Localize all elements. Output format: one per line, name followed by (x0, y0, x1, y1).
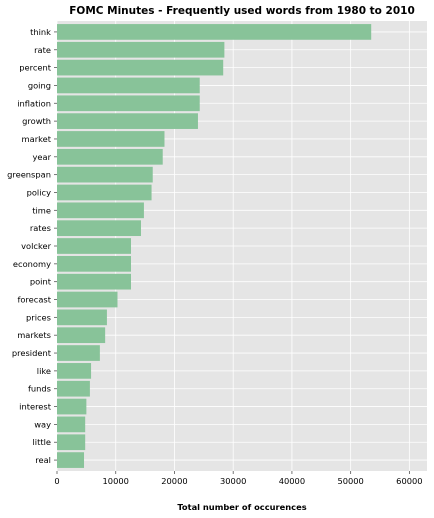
x-tick-label: 50000 (337, 476, 363, 486)
y-tick-label-going: going (28, 80, 51, 90)
bar-little (57, 434, 86, 451)
bar-president (57, 345, 100, 361)
x-axis-label: Total number of occurences (177, 502, 306, 512)
bar-real (57, 452, 85, 468)
y-tick-label-greenspan: greenspan (7, 170, 51, 180)
y-tick-label-volcker: volcker (21, 241, 51, 251)
bar-funds (57, 380, 90, 397)
x-tick-labels: 0 10000 20000 30000 40000 50000 60000 (54, 471, 423, 486)
x-tick-label: 10000 (103, 476, 129, 486)
y-tick-label-markets: markets (17, 330, 51, 340)
bar-point (57, 273, 131, 290)
y-tick-label-market: market (22, 134, 52, 144)
y-tick-label-way: way (34, 419, 51, 429)
y-tick-label-rate: rate (34, 45, 51, 55)
y-tick-label-real: real (35, 455, 51, 465)
y-tick-label-point: point (30, 277, 52, 287)
y-tick-label-rates: rates (30, 223, 51, 233)
y-tick-label-think: think (30, 27, 51, 37)
chart-title: FOMC Minutes - Frequently used words fro… (69, 5, 415, 17)
bar-rate (57, 41, 225, 58)
y-tick-label-forecast: forecast (17, 295, 51, 305)
y-tick-label-inflation: inflation (17, 98, 51, 108)
y-tick-labels: think rate percent going inflation growth mark… (7, 27, 57, 465)
y-tick-label-president: president (12, 348, 52, 358)
x-tick-label: 30000 (220, 476, 246, 486)
bar-rates (57, 220, 141, 237)
bar-prices (57, 309, 107, 326)
y-tick-label-economy: economy (13, 259, 51, 269)
bar-going (57, 77, 200, 94)
bar-way (57, 416, 86, 433)
bar-interest (57, 398, 87, 415)
bar-markets (57, 327, 106, 344)
bar-greenspan (57, 166, 153, 183)
bar-economy (57, 255, 131, 272)
bar-growth (57, 113, 198, 129)
x-tick-label: 40000 (279, 476, 305, 486)
y-tick-label-little: little (32, 437, 51, 447)
x-tick-label: 60000 (396, 476, 422, 486)
y-tick-label-percent: percent (19, 63, 52, 73)
bar-think (57, 24, 372, 40)
y-tick-label-growth: growth (22, 116, 51, 126)
bar-market (57, 131, 165, 147)
y-tick-label-prices: prices (26, 312, 51, 322)
y-tick-label-like: like (37, 366, 51, 376)
y-tick-label-policy: policy (27, 187, 52, 197)
x-tick-label: 20000 (161, 476, 187, 486)
bar-percent (57, 59, 224, 76)
y-tick-label-funds: funds (28, 384, 51, 394)
x-tick-label: 0 (54, 476, 59, 486)
bar-like (57, 363, 92, 379)
y-tick-label-time: time (32, 205, 51, 215)
y-tick-label-interest: interest (19, 402, 52, 412)
bar-inflation (57, 95, 200, 112)
y-tick-label-year: year (32, 152, 51, 162)
bar-policy (57, 184, 152, 201)
bar-time (57, 202, 144, 219)
bar-forecast (57, 291, 118, 308)
bars (57, 24, 372, 468)
bar-volcker (57, 238, 131, 254)
bar-year (57, 148, 163, 165)
